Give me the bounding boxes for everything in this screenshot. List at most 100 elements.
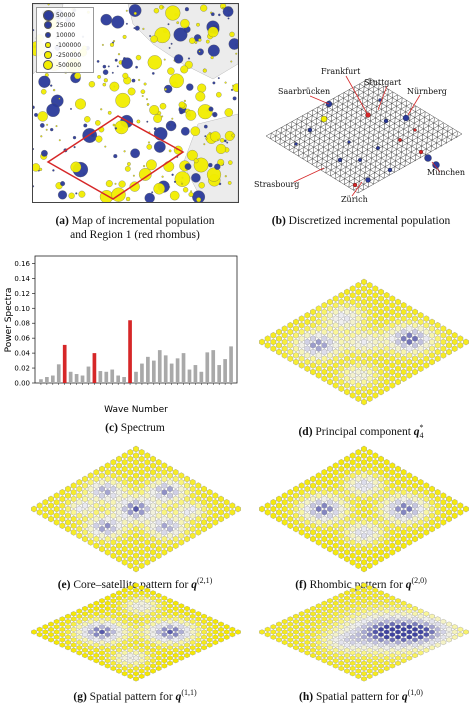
map-dot-positive <box>203 124 208 129</box>
map-dot-positive <box>102 69 109 75</box>
hex-cell <box>400 616 407 622</box>
caption-a: (a) Map of incremental population and Re… <box>30 214 240 242</box>
hex-cell <box>389 522 396 529</box>
hex-cell <box>155 532 162 539</box>
hex-cell <box>372 671 379 677</box>
hex-cell <box>338 619 345 625</box>
hex-cell <box>65 525 71 533</box>
hex-cell <box>361 325 367 332</box>
hex-cell <box>321 658 328 664</box>
hex-cell <box>327 650 333 656</box>
hex-cell <box>429 505 435 513</box>
spectrum-bar <box>86 366 91 383</box>
hex-cell <box>395 345 401 352</box>
hex-cell <box>395 465 401 473</box>
hex-cell <box>315 372 322 379</box>
hex-cell <box>349 312 356 319</box>
hex-cell <box>201 485 207 493</box>
hex-cell <box>366 663 373 669</box>
hex-cell <box>355 509 362 516</box>
hex-cell <box>429 332 435 339</box>
map-dot-negative <box>100 108 103 111</box>
hex-cell <box>150 489 156 496</box>
hex-cell <box>178 639 185 645</box>
hex-cell <box>76 639 83 645</box>
hex-cell <box>361 582 367 588</box>
hex-cell <box>400 469 407 476</box>
hex-cell <box>178 619 185 625</box>
hex-cell <box>298 348 305 356</box>
hex-cell <box>138 455 145 463</box>
hex-cell <box>372 372 379 379</box>
hex-cell <box>184 621 190 627</box>
hex-cell <box>349 650 356 656</box>
hex-cell <box>389 495 396 503</box>
hex-cell <box>321 535 328 543</box>
hex-cell <box>344 616 350 622</box>
hex-cell <box>206 621 213 627</box>
hex-cell <box>276 621 282 627</box>
label-saarbrucken: Saarbrücken <box>278 87 331 96</box>
caption-c: (c) Spectrum <box>30 421 240 435</box>
hex-cell <box>110 459 117 466</box>
hex-cell <box>423 335 430 342</box>
hex-cell <box>355 282 362 289</box>
hex-cell <box>389 616 396 622</box>
hex-cell <box>332 335 339 342</box>
hex-cell <box>383 608 390 614</box>
spectrum-chart: 0.000.020.040.060.080.100.120.140.16 Pow… <box>4 255 238 415</box>
map-dot-negative <box>159 102 167 110</box>
legend-circle-icon <box>40 51 56 59</box>
hex-cell <box>133 665 139 672</box>
hex-cell <box>184 475 190 483</box>
map-dot-negative <box>153 8 160 14</box>
hex-cell <box>304 519 311 526</box>
hex-cell <box>189 499 196 506</box>
hex-cell <box>167 624 173 630</box>
hex-cell <box>412 308 418 316</box>
map-dot-negative <box>109 81 120 92</box>
spectrum-bar <box>116 375 121 383</box>
hex-cell <box>167 608 173 614</box>
hex-cell <box>338 532 345 539</box>
hex-cell <box>127 600 134 606</box>
hex-cell <box>287 342 294 349</box>
hex-cell <box>304 650 311 656</box>
hex-cell <box>138 522 145 529</box>
hex-cell <box>423 482 430 489</box>
map-dot-negative <box>190 190 193 193</box>
hex-cell <box>451 634 458 640</box>
hex-cell <box>423 355 430 362</box>
hex-cell <box>395 539 401 546</box>
hex-cell <box>201 525 207 533</box>
hex-cell <box>344 462 350 469</box>
hex-cell <box>355 462 362 469</box>
hex-cell <box>338 592 345 599</box>
hex-cell <box>457 626 464 632</box>
hex-cell <box>327 603 333 609</box>
hex-cell <box>349 603 356 609</box>
hex-cell <box>366 342 373 349</box>
hex-cell <box>315 645 322 651</box>
hex-cell <box>31 505 37 513</box>
map-dot-positive <box>167 123 171 127</box>
hex-cell <box>349 613 356 619</box>
map-dot-negative <box>40 88 47 95</box>
hex-cell <box>127 585 134 591</box>
hex-cell <box>138 616 145 622</box>
hex-cell <box>344 529 350 536</box>
hex-cell <box>361 385 367 392</box>
map-dot-negative <box>114 120 129 135</box>
spectrum-bar <box>56 364 61 383</box>
hex-cell <box>287 328 294 336</box>
hex-cell <box>400 362 407 369</box>
hex-cell <box>144 639 151 645</box>
hex-cell <box>378 489 384 496</box>
hex-cell <box>366 315 373 322</box>
hex-cell <box>327 298 333 306</box>
hex-cell <box>155 608 162 614</box>
hex-cell <box>76 519 83 526</box>
hex-cell <box>349 372 356 379</box>
hex-cell <box>298 322 305 329</box>
hex-cell <box>264 342 271 349</box>
